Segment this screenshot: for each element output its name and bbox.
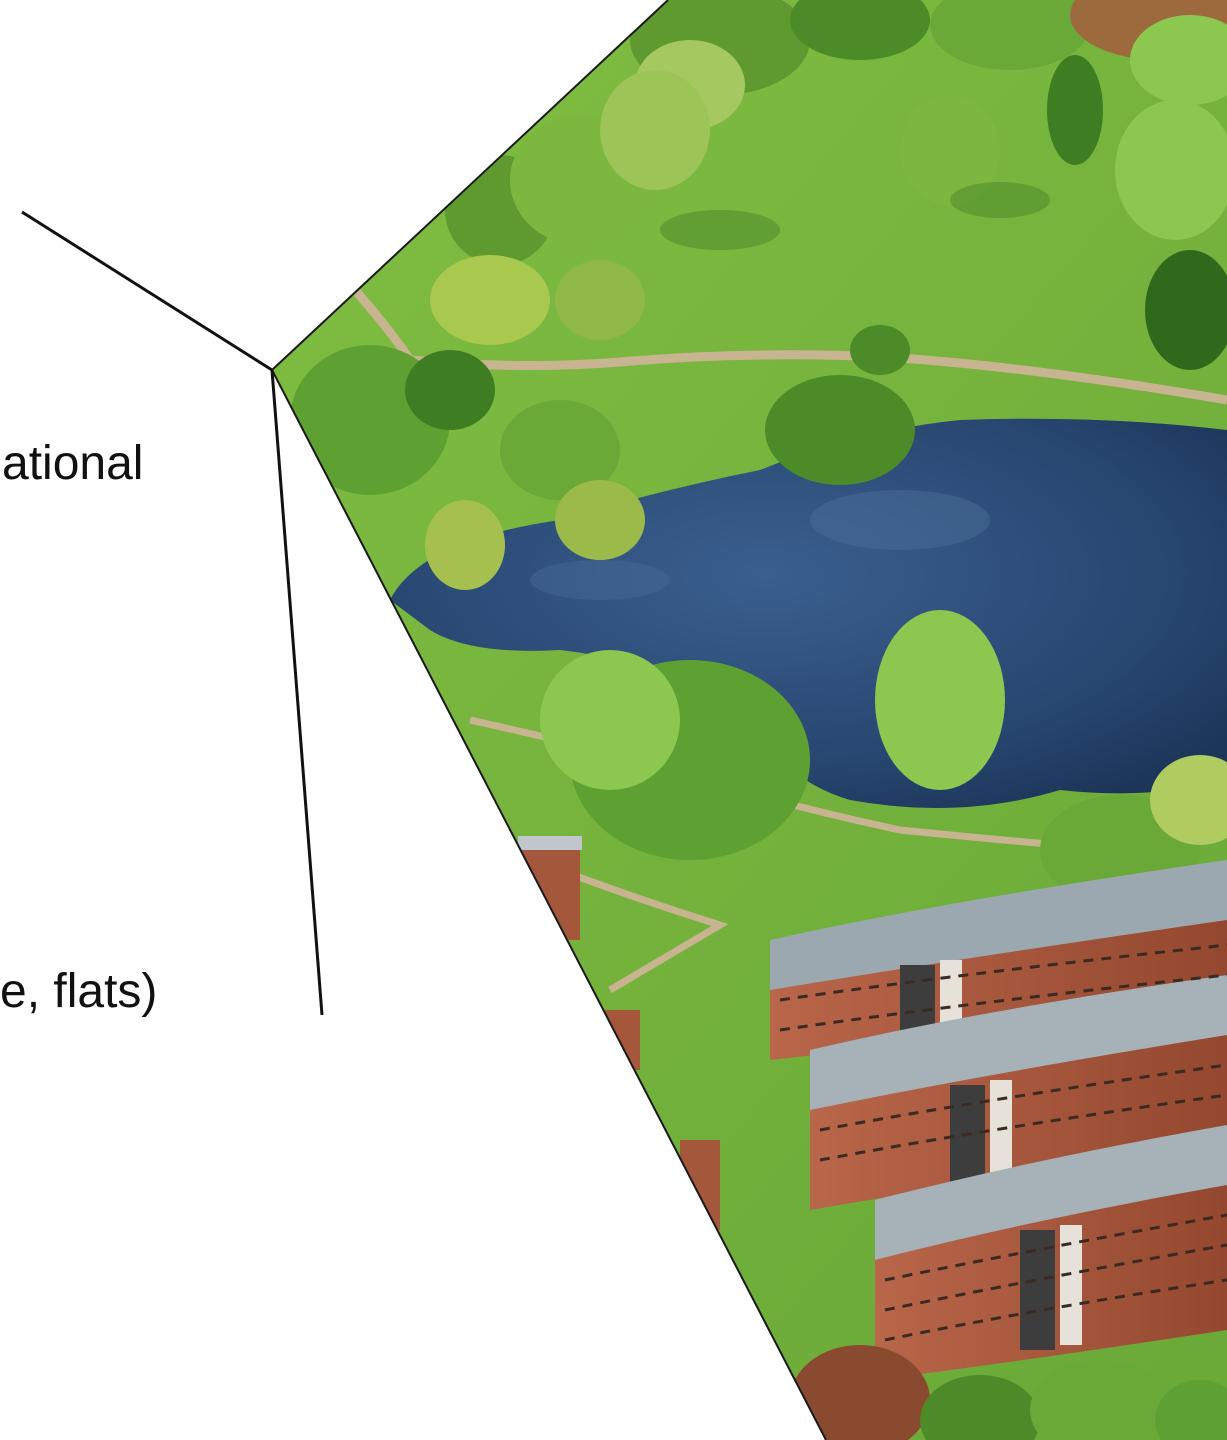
lakeside-trees (290, 345, 1227, 905)
callout-line-upper (21, 210, 273, 372)
callout-line-lower (270, 369, 324, 1016)
residential-buildings (770, 860, 1227, 1380)
small-building (520, 840, 580, 940)
park-trees (430, 55, 1227, 375)
text-line-flats: e, flats) (0, 965, 158, 1018)
text-line-national: ational (2, 437, 144, 490)
